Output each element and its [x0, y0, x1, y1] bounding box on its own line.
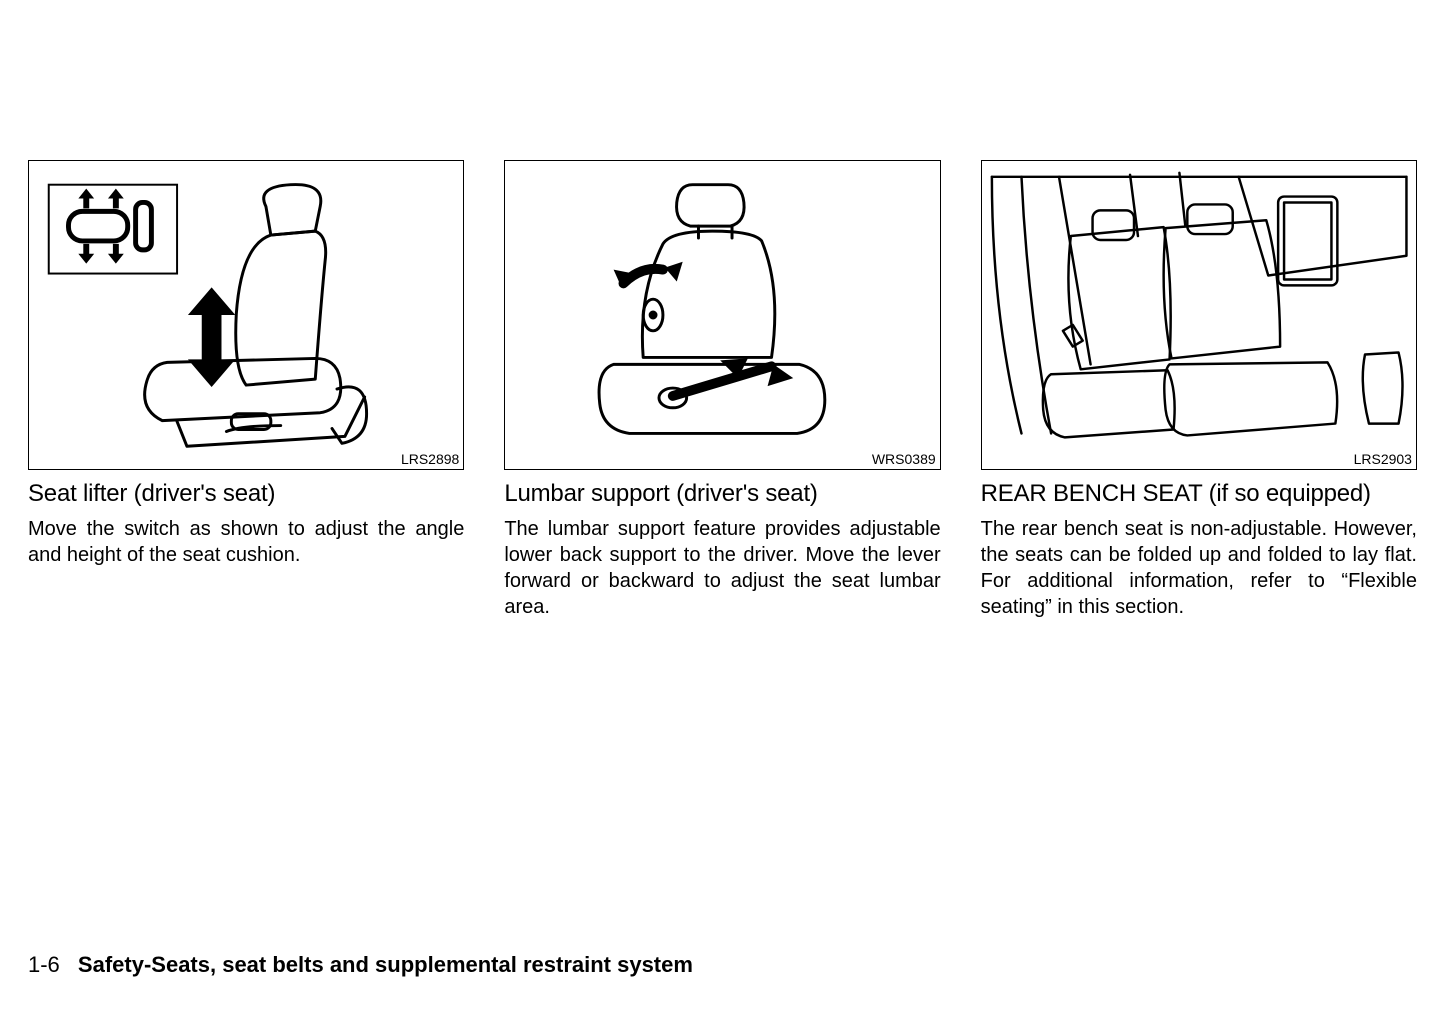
figure-rear-bench: LRS2903 — [981, 160, 1417, 470]
heading-seat-lifter: Seat lifter (driver's seat) — [28, 480, 464, 508]
figure-lumbar: WRS0389 — [504, 160, 940, 470]
body-lumbar: The lumbar support feature provides adju… — [504, 516, 940, 620]
page-columns: LRS2898 Seat lifter (driver's seat) Move… — [28, 160, 1417, 620]
body-seat-lifter: Move the switch as shown to adjust the a… — [28, 516, 464, 568]
page-number: 1-6 — [28, 952, 60, 977]
figure-id-label: LRS2903 — [1354, 451, 1412, 467]
rear-bench-illustration — [982, 161, 1416, 469]
page-footer: 1-6 Safety-Seats, seat belts and supplem… — [28, 952, 693, 978]
figure-seat-lifter: LRS2898 — [28, 160, 464, 470]
heading-lumbar: Lumbar support (driver's seat) — [504, 480, 940, 508]
figure-id-label: WRS0389 — [872, 451, 936, 467]
column-lumbar: WRS0389 Lumbar support (driver's seat) T… — [504, 160, 940, 620]
column-seat-lifter: LRS2898 Seat lifter (driver's seat) Move… — [28, 160, 464, 620]
body-rear-bench: The rear bench seat is non-adjustable. H… — [981, 516, 1417, 620]
figure-id-label: LRS2898 — [401, 451, 459, 467]
chapter-title: Safety-Seats, seat belts and supplementa… — [78, 952, 693, 977]
seat-lifter-illustration — [29, 161, 463, 469]
heading-rear-bench: REAR BENCH SEAT (if so equipped) — [981, 480, 1417, 508]
lumbar-illustration — [505, 161, 939, 469]
column-rear-bench: LRS2903 REAR BENCH SEAT (if so equipped)… — [981, 160, 1417, 620]
